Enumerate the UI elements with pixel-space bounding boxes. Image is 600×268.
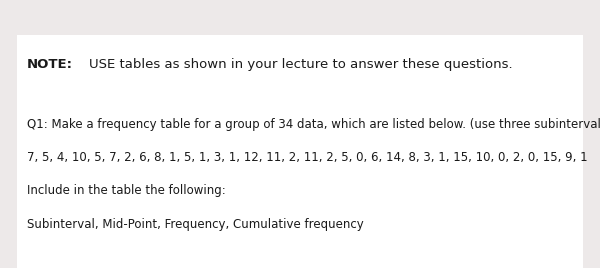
Text: 7, 5, 4, 10, 5, 7, 2, 6, 8, 1, 5, 1, 3, 1, 12, 11, 2, 11, 2, 5, 0, 6, 14, 8, 3, : 7, 5, 4, 10, 5, 7, 2, 6, 8, 1, 5, 1, 3, … — [27, 151, 587, 165]
Text: Include in the table the following:: Include in the table the following: — [27, 184, 226, 197]
Text: USE tables as shown in your lecture to answer these questions.: USE tables as shown in your lecture to a… — [72, 58, 512, 71]
FancyBboxPatch shape — [17, 35, 583, 268]
Text: NOTE:: NOTE: — [27, 58, 73, 71]
Text: Q1: Make a frequency table for a group of 34 data, which are listed below. (use : Q1: Make a frequency table for a group o… — [27, 118, 600, 131]
Text: Subinterval, Mid-Point, Frequency, Cumulative frequency: Subinterval, Mid-Point, Frequency, Cumul… — [27, 218, 364, 232]
